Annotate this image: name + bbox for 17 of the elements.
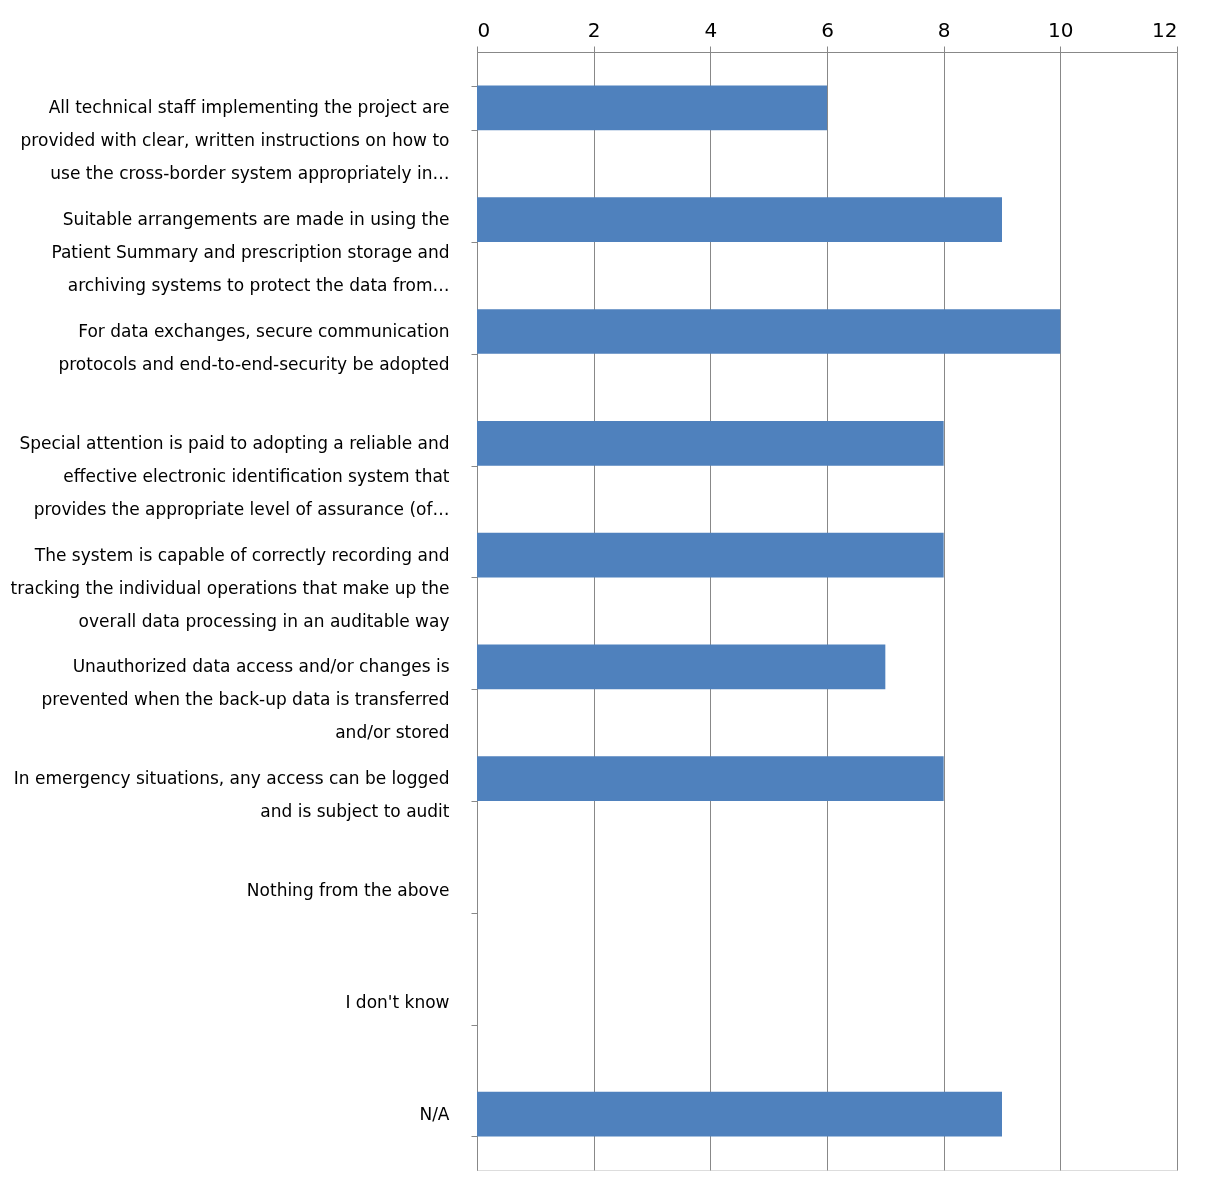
- y-tick-label: N/A: [419, 1103, 450, 1124]
- x-tick-label: 0: [477, 17, 491, 42]
- y-tick-label: Unauthorized data access and/or changes is prevented when the back-up data is transferred and/or stored: [41, 656, 450, 743]
- y-tick-label: Special attention is paid to adopting a reliable and effective electronic identification system that provides the appropriate level of assurance (of…: [19, 432, 450, 519]
- y-tick-label: All technical staff implementing the project are provided with clear, written instructions on how to use the cross-border system appropriately in…: [20, 97, 450, 184]
- y-tick-label: In emergency situations, any access can be logged and is subject to audit: [13, 768, 450, 822]
- x-tick-label: 4: [704, 17, 718, 42]
- y-tick-label: Nothing from the above: [246, 880, 450, 900]
- y-tick-label: The system is capable of correctly recording and tracking the individual operations that make up the overall data processing in an auditable way: [10, 544, 450, 631]
- x-tick-label: 12: [1152, 17, 1178, 42]
- y-tick-label: I don't know: [345, 991, 450, 1012]
- x-tick-label: 8: [937, 17, 951, 42]
- x-tick-label: 6: [821, 17, 834, 42]
- y-tick-label: For data exchanges, secure communication protocols and end-to-end-security be adopted: [58, 321, 450, 374]
- y-tick-label: Suitable arrangements are made in using the Patient Summary and prescription storage and archiving systems to protect the data from…: [51, 209, 450, 296]
- x-tick-label: 10: [1048, 17, 1074, 42]
- x-tick-label: 2: [587, 17, 601, 42]
